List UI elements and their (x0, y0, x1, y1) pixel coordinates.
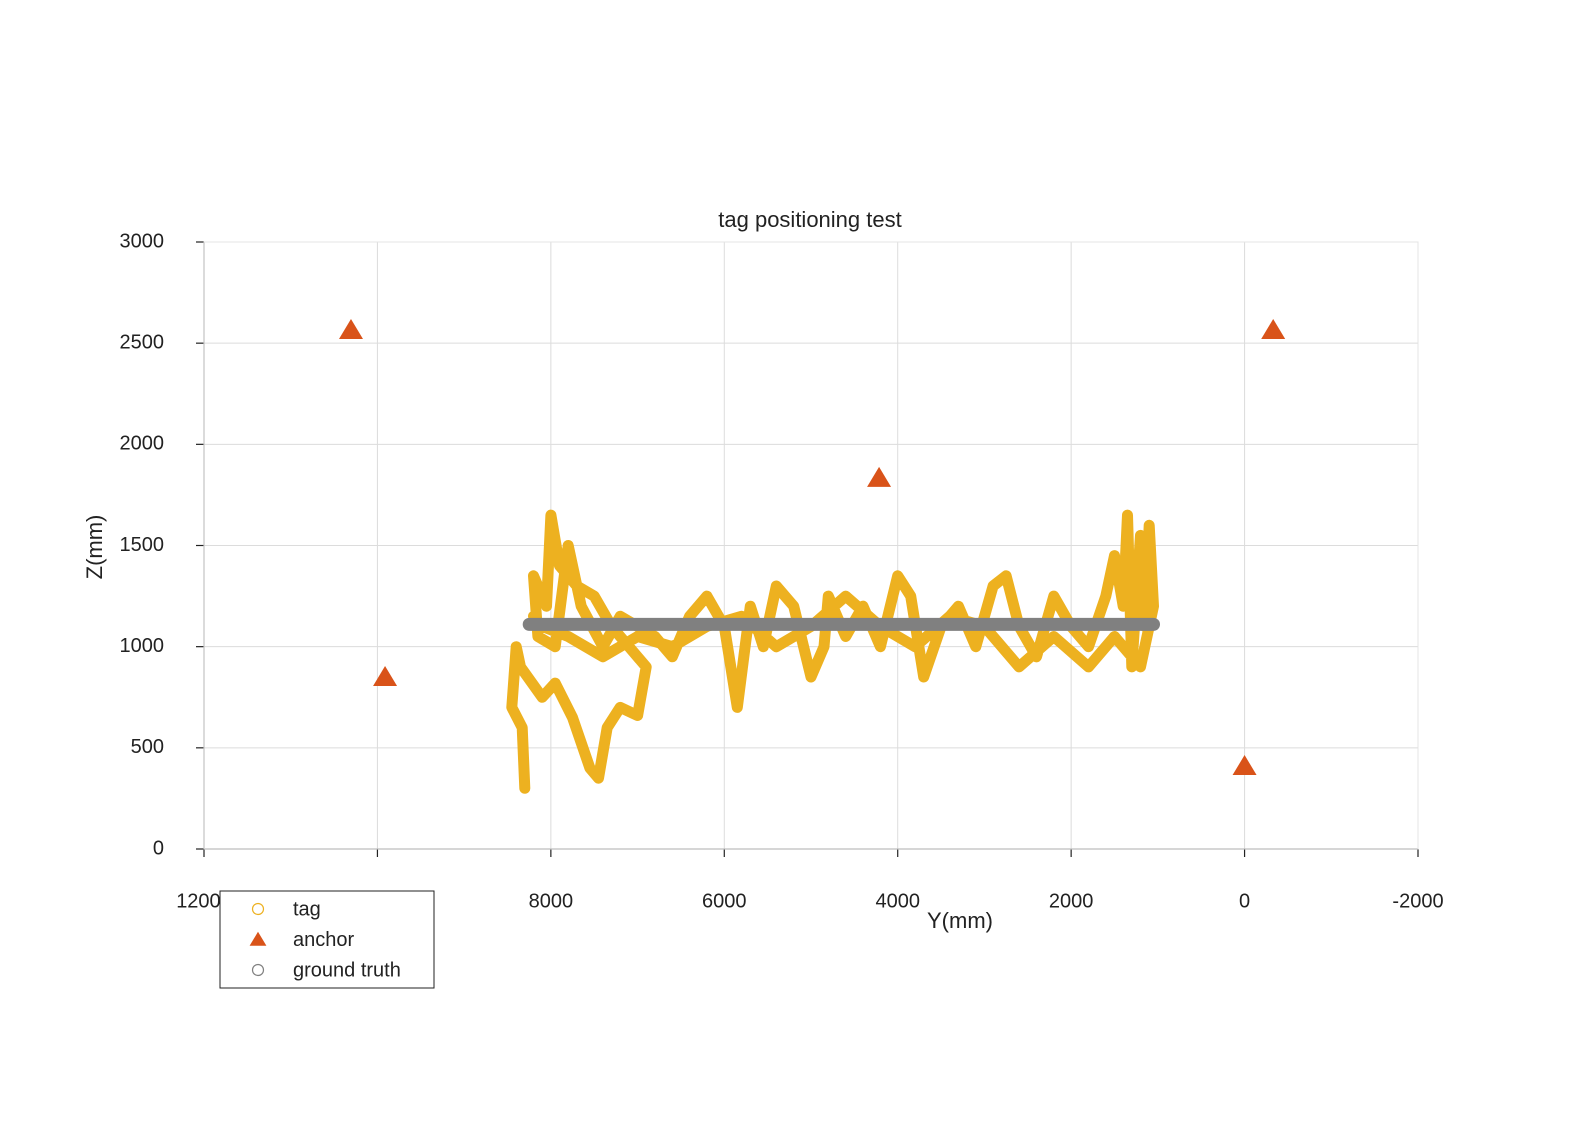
legend-label: ground truth (293, 959, 401, 981)
anchor-marker (373, 666, 398, 687)
legend-label: anchor (293, 929, 354, 951)
x-tick-label: -2000 (1392, 890, 1443, 912)
x-tick-label: 12000 (176, 890, 232, 912)
x-tick-label: 0 (1239, 890, 1250, 912)
ground-truth-marker (251, 963, 265, 977)
y-tick-label: 1000 (120, 635, 165, 657)
tag-marker (251, 902, 265, 916)
anchor-marker (338, 319, 363, 340)
anchor-marker (1232, 755, 1257, 776)
y-tick-label: 3000 (120, 230, 165, 252)
anchor-marker (249, 931, 267, 946)
y-tick-label: 2000 (120, 433, 165, 455)
legend-label: tag (293, 898, 321, 920)
anchor-marker (1261, 319, 1286, 340)
y-tick-label: 2500 (120, 331, 165, 353)
anchor-marker (867, 466, 892, 487)
tag-trace (506, 509, 1159, 794)
x-tick-label: 8000 (529, 890, 574, 912)
x-tick-label: 4000 (875, 890, 920, 912)
legend: tag anchor ground truth (219, 890, 435, 989)
x-tick-label: 2000 (1049, 890, 1094, 912)
x-axis-label: Y(mm) (927, 908, 993, 933)
y-tick-label: 0 (153, 837, 164, 859)
y-tick-label: 1500 (120, 534, 165, 556)
y-tick-label: 500 (131, 736, 164, 758)
x-tick-label: 6000 (702, 890, 747, 912)
chart-title: tag positioning test (718, 207, 901, 232)
plot-box (203, 241, 1419, 850)
y-axis-label: Z(mm) (82, 515, 107, 580)
